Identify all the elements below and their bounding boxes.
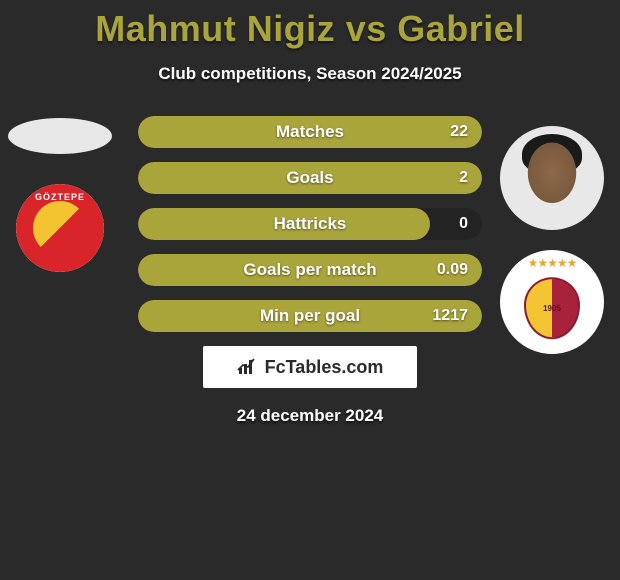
player1-avatar bbox=[8, 118, 112, 154]
stats-panel: Matches 22 Goals 2 Hattricks 0 Goals per… bbox=[138, 116, 482, 332]
stat-row-hattricks: Hattricks 0 bbox=[138, 208, 482, 240]
stat-value: 1217 bbox=[432, 300, 468, 332]
player2-club-logo: ★★★★★ 1905 bbox=[500, 250, 604, 354]
stat-label: Goals per match bbox=[138, 254, 482, 286]
date-label: 24 december 2024 bbox=[0, 406, 620, 426]
brand-text: FcTables.com bbox=[265, 357, 384, 378]
left-player-column: GÖZTEPE bbox=[8, 118, 118, 272]
stat-value: 2 bbox=[459, 162, 468, 194]
right-player-column: ★★★★★ 1905 bbox=[500, 126, 610, 354]
stat-label: Goals bbox=[138, 162, 482, 194]
brand-badge: FcTables.com bbox=[203, 346, 417, 388]
bar-chart-icon bbox=[237, 358, 259, 376]
stat-row-goals: Goals 2 bbox=[138, 162, 482, 194]
page-title: Mahmut Nigiz vs Gabriel bbox=[0, 0, 620, 50]
stat-row-gpm: Goals per match 0.09 bbox=[138, 254, 482, 286]
player2-avatar bbox=[500, 126, 604, 230]
stat-label: Matches bbox=[138, 116, 482, 148]
subtitle: Club competitions, Season 2024/2025 bbox=[0, 64, 620, 84]
stat-value: 0.09 bbox=[437, 254, 468, 286]
stat-value: 22 bbox=[450, 116, 468, 148]
stat-row-matches: Matches 22 bbox=[138, 116, 482, 148]
stat-label: Min per goal bbox=[138, 300, 482, 332]
stat-label: Hattricks bbox=[138, 208, 482, 240]
club2-stars: ★★★★★ bbox=[500, 256, 604, 270]
stat-row-mpg: Min per goal 1217 bbox=[138, 300, 482, 332]
player1-club-logo: GÖZTEPE bbox=[16, 184, 104, 272]
stat-value: 0 bbox=[459, 208, 468, 240]
club2-year: 1905 bbox=[543, 304, 561, 313]
